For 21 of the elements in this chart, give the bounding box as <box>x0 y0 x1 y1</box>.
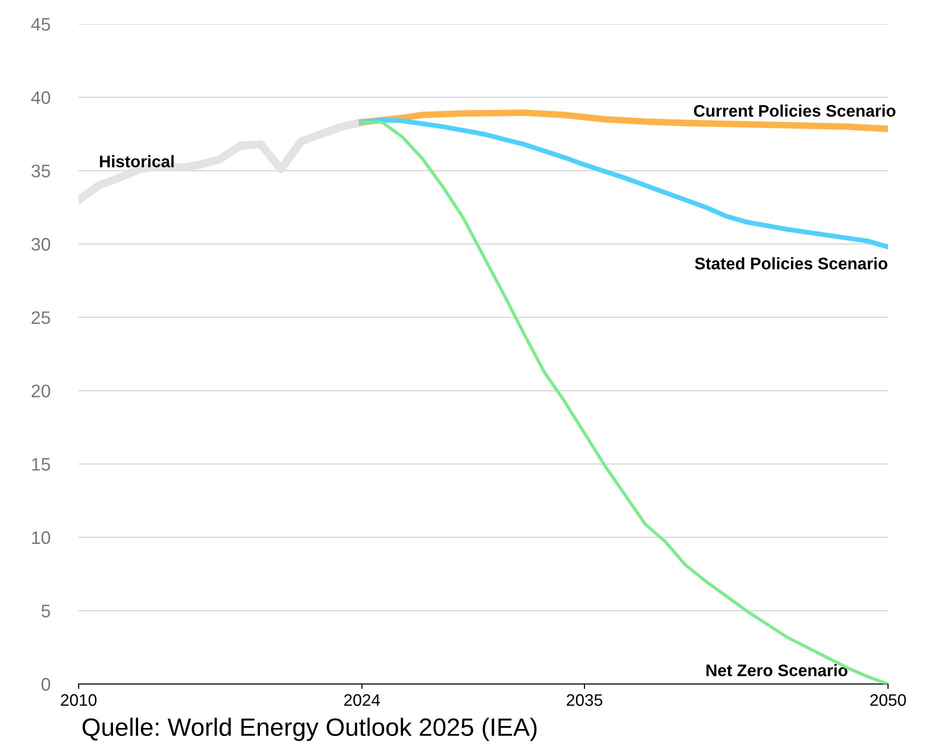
y-tick-label: 30 <box>31 238 50 251</box>
line-series <box>360 120 888 684</box>
x-tick-label: 2010 <box>60 694 97 706</box>
x-tick-label: 2050 <box>870 694 906 706</box>
series-label: Net Zero Scenario <box>706 664 848 676</box>
source-note: Quelle: World Energy Outlook 2025 (IEA) <box>82 718 537 741</box>
y-tick-label: 35 <box>31 164 50 178</box>
y-tick-label: 15 <box>32 458 50 471</box>
y-tick-label: 5 <box>42 604 50 618</box>
series-label: Current Policies Scenario <box>694 104 896 117</box>
y-tick-label: 20 <box>32 384 50 398</box>
x-tick-label: 2024 <box>344 694 380 706</box>
y-tick-label: 25 <box>32 311 50 324</box>
series-label: Historical <box>100 155 174 168</box>
series-label: Stated Policies Scenario <box>694 257 888 270</box>
y-tick-label: 0 <box>42 678 50 691</box>
y-tick-label: 40 <box>31 91 50 104</box>
x-tick-label: 2035 <box>566 694 602 706</box>
y-tick-label: 45 <box>31 18 50 31</box>
line-series <box>360 118 888 250</box>
y-tick-label: 10 <box>32 531 50 544</box>
